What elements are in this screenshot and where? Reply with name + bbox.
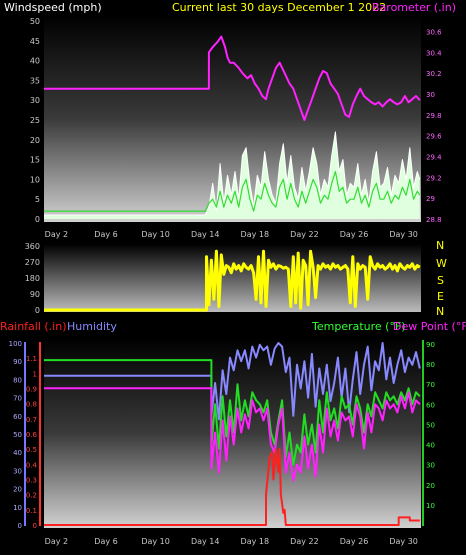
temp-tick-label: 40 [426,442,435,450]
x-tick-label: Day 2 [45,230,68,239]
humidity-tick-label: 20 [13,486,22,494]
compass-letter: W [436,257,447,270]
dir-tick-label: 180 [25,274,40,283]
series-direction-line [44,249,421,312]
x-tick-label: Day 30 [389,537,418,546]
y-tick-label: 50 [30,17,40,26]
series-temperature-line [44,359,421,466]
series-humidity-line [44,342,421,421]
x-tick-label: Day 14 [191,537,220,546]
y-tick-label: 30 [30,96,40,105]
temp-tick-label: 90 [426,341,435,349]
y2-tick-label: 30.2 [426,70,442,78]
humidity-tick-label: 60 [13,413,22,421]
y-tick-label: 0 [35,215,40,224]
y-tick-label: 15 [30,156,40,165]
x-tick-label: Day 30 [389,230,418,239]
y2-tick-label: 28.8 [426,216,442,224]
series-windspeed-line [44,131,421,216]
compass-letter: S [437,274,444,287]
direction-plot-area [44,244,421,312]
temp-tick-label: 50 [426,421,435,429]
x-tick-label: Day 26 [340,537,369,546]
x-tick-label: Day 22 [290,537,319,546]
series-barometer-line [44,35,421,121]
rain-tick-label: 0.6 [26,431,38,439]
y2-tick-label: 30.4 [426,49,442,57]
x-tick-label: Day 18 [241,230,270,239]
y-tick-label: 20 [30,136,40,145]
rain-tick-label: 0.3 [26,477,37,485]
rain-tick-label: 0.8 [26,401,37,409]
y2-tick-label: 29.4 [426,153,442,161]
rainfall-title: Rainfall (.in) [0,320,67,333]
series-gust-line [44,170,421,212]
y2-tick-label: 30 [426,91,435,99]
y-tick-label: 45 [30,37,40,46]
compass-letter: E [437,290,444,303]
x-tick-label: Day 22 [290,230,319,239]
y2-tick-label: 29.6 [426,133,442,141]
rain-tick-label: 0 [33,522,37,530]
compass-letter: N [436,239,444,252]
chart-title: Current last 30 days December 1 2022 [172,1,386,14]
compass-letter: N [436,305,444,318]
x-tick-label: Day 10 [141,537,170,546]
y-tick-label: 5 [35,195,40,204]
y-tick-label: 40 [30,57,40,66]
y2-tick-label: 30.6 [426,28,442,36]
y-tick-label: 10 [30,175,40,184]
x-tick-label: Day 14 [191,230,220,239]
dir-tick-label: 0 [35,306,40,315]
humidity-tick-label: 10 [13,504,22,512]
rain-tick-label: 0.5 [26,446,37,454]
humidity-tick-label: 50 [13,431,22,439]
rain-tick-label: 1.1 [26,355,37,363]
humidity-tick-label: 40 [13,449,22,457]
humidity-tick-label: 30 [13,467,22,475]
humidity-title: Humidity [67,320,117,333]
rain-tick-label: 0.7 [26,416,37,424]
y-tick-label: 35 [30,76,40,85]
humidity-tick-label: 0 [18,522,22,530]
series-rainfall-line [44,448,420,526]
x-tick-label: Day 6 [94,537,117,546]
x-tick-label: Day 6 [94,230,117,239]
x-tick-label: Day 18 [241,537,270,546]
temp-tick-label: 80 [426,361,435,369]
compass-letters: N W S E N [436,239,447,318]
temp-tick-label: 70 [426,381,435,389]
temp-tick-label: 60 [426,401,435,409]
x-tick-label: Day 10 [141,230,170,239]
y2-tick-label: 29 [426,195,435,203]
y-tick-label: 25 [30,116,40,125]
x-tick-label: Day 26 [340,230,369,239]
humidity-tick-label: 80 [13,376,22,384]
rain-tick-label: 0.4 [26,461,38,469]
humidity-tick-label: 100 [9,340,22,348]
barometer-title: Barometer (.in) [372,1,456,14]
temp-tick-label: 30 [426,462,435,470]
temp-tick-label: 10 [426,502,435,510]
rain-tick-label: 1 [33,370,37,378]
series-dewpoint-line [44,387,421,482]
rain-tick-label: 0.9 [26,386,37,394]
y2-tick-label: 29.2 [426,174,442,182]
rain-tick-label: 0.2 [26,492,37,500]
rain-tick-label: 0.1 [26,507,37,515]
temp-tick-label: 20 [426,482,435,490]
temperature-title: Temperature (°F) [311,320,406,333]
x-tick-label: Day 2 [45,537,68,546]
windspeed-title: Windspeed (mph) [4,1,102,14]
dewpoint-title: Dew Point (°F) [393,320,466,333]
dir-tick-label: 360 [25,242,40,251]
y2-tick-label: 29.8 [426,112,442,120]
dir-tick-label: 90 [30,290,40,299]
dir-tick-label: 270 [25,258,40,267]
humidity-tick-label: 70 [13,395,22,403]
humidity-tick-label: 90 [13,358,22,366]
